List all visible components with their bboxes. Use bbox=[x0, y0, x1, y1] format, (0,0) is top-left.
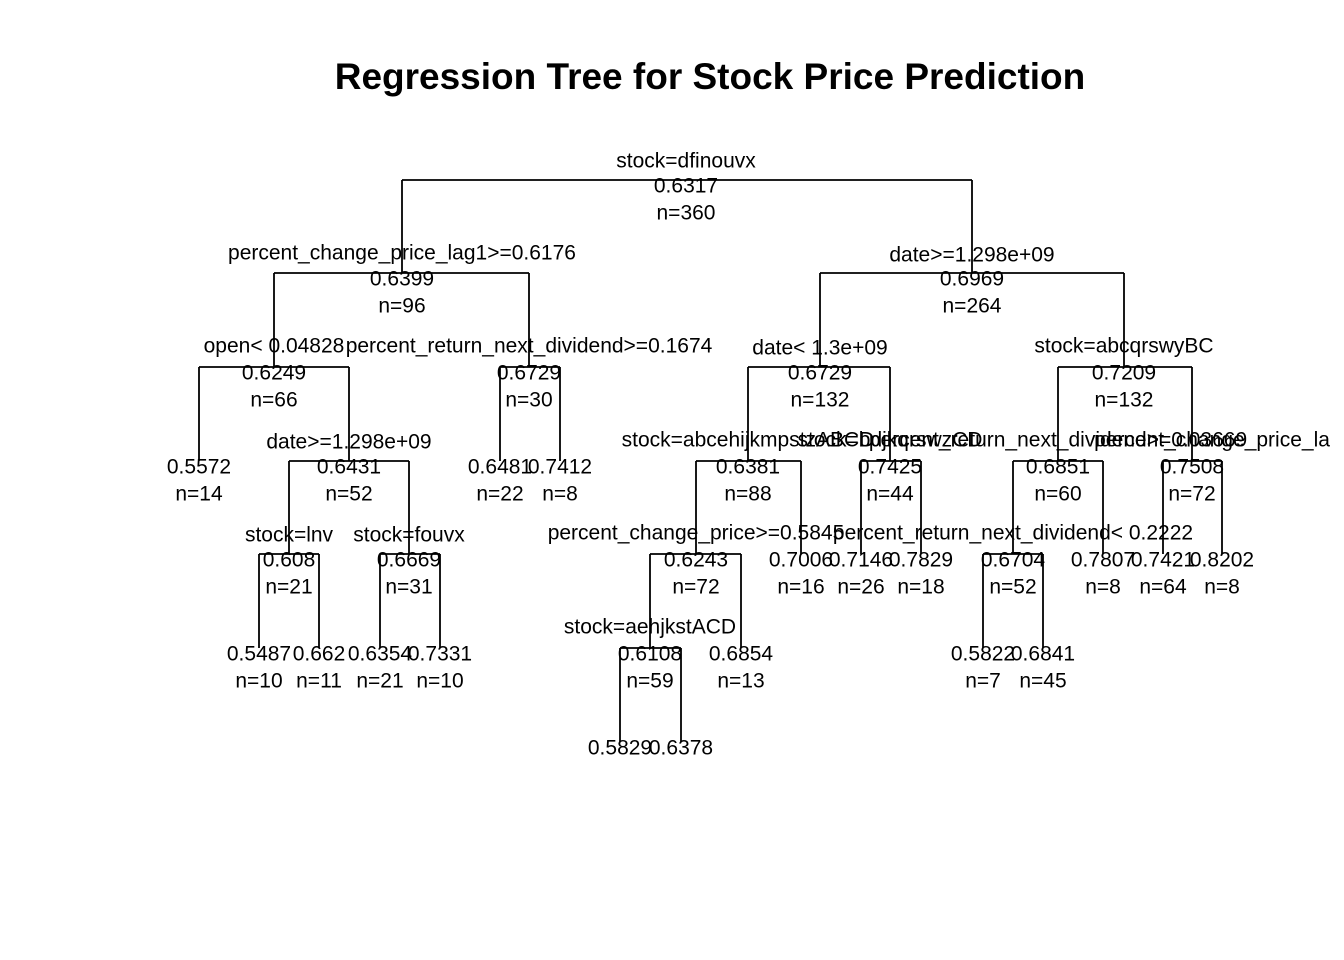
node-mean-label: 0.5822 bbox=[951, 643, 1015, 666]
node-count-label: n=7 bbox=[965, 670, 1001, 693]
node-count-label: n=52 bbox=[989, 576, 1036, 599]
node-count-label: n=22 bbox=[476, 483, 523, 506]
node-mean-label: 0.7829 bbox=[889, 549, 953, 572]
node-count-label: n=66 bbox=[250, 389, 297, 412]
node-count-label: n=21 bbox=[356, 670, 403, 693]
node-count-label: n=11 bbox=[296, 670, 342, 693]
split-label: percent_change_price>=0.5845 bbox=[548, 522, 845, 545]
node-mean-label: 0.6851 bbox=[1026, 456, 1090, 479]
node-mean-label: 0.6969 bbox=[940, 268, 1004, 291]
split-label: date< 1.3e+09 bbox=[752, 337, 887, 360]
node-mean-label: 0.6669 bbox=[377, 549, 441, 572]
node-count-label: n=60 bbox=[1034, 483, 1081, 506]
node-count-label: n=72 bbox=[672, 576, 719, 599]
split-label: date>=1.298e+09 bbox=[889, 244, 1054, 267]
node-count-label: n=64 bbox=[1139, 576, 1187, 599]
node-mean-label: 0.7331 bbox=[408, 643, 472, 666]
node-mean-label: 0.5487 bbox=[227, 643, 291, 666]
split-label: percent_change_price_la bbox=[1094, 429, 1330, 452]
node-mean-label: 0.6249 bbox=[242, 362, 306, 385]
split-label: stock=lnv bbox=[245, 524, 334, 547]
split-label: percent_return_next_dividend>=0.03669 bbox=[869, 429, 1247, 452]
node-mean-label: 0.6854 bbox=[709, 643, 774, 666]
node-mean-label: 0.7006 bbox=[769, 549, 833, 572]
split-label: percent_return_next_dividend>=0.1674 bbox=[346, 335, 713, 358]
node-count-label: n=18 bbox=[897, 576, 944, 599]
node-mean-label: 0.608 bbox=[263, 549, 316, 572]
node-mean-label: 0.6243 bbox=[664, 549, 728, 572]
node-mean-label: 0.7209 bbox=[1092, 362, 1156, 385]
node-mean-label: 0.6729 bbox=[788, 362, 852, 385]
node-mean-label: 0.8202 bbox=[1190, 549, 1254, 572]
split-label: stock=aehjkstACD bbox=[564, 616, 736, 639]
node-count-label: n=45 bbox=[1019, 670, 1066, 693]
split-label: date>=1.298e+09 bbox=[266, 431, 431, 454]
node-mean-label: 0.6729 bbox=[497, 362, 561, 385]
node-mean-label: 0.7807 bbox=[1071, 549, 1135, 572]
node-mean-label: 0.7146 bbox=[829, 549, 893, 572]
node-mean-label: 0.7421 bbox=[1131, 549, 1195, 572]
node-mean-label: 0.6481 bbox=[468, 456, 532, 479]
node-mean-label: 0.5572 bbox=[167, 456, 231, 479]
node-mean-label: 0.6317 bbox=[654, 175, 718, 198]
node-mean-label: 0.6378 bbox=[649, 737, 713, 760]
node-count-label: n=16 bbox=[777, 576, 824, 599]
node-count-label: n=21 bbox=[265, 576, 312, 599]
node-mean-label: 0.7508 bbox=[1160, 456, 1224, 479]
node-count-label: n=14 bbox=[175, 483, 223, 506]
node-count-label: n=88 bbox=[724, 483, 771, 506]
node-mean-label: 0.6381 bbox=[716, 456, 780, 479]
node-count-label: n=360 bbox=[657, 202, 716, 225]
node-mean-label: 0.6704 bbox=[981, 549, 1046, 572]
node-count-label: n=8 bbox=[1204, 576, 1240, 599]
node-mean-label: 0.7425 bbox=[858, 456, 922, 479]
node-mean-label: 0.6399 bbox=[370, 268, 434, 291]
split-label: stock=dfinouvx bbox=[616, 150, 756, 173]
split-label: stock=abcqrswyBC bbox=[1034, 335, 1213, 358]
node-count-label: n=132 bbox=[791, 389, 850, 412]
node-mean-label: 0.6354 bbox=[348, 643, 413, 666]
node-count-label: n=44 bbox=[866, 483, 914, 506]
node-count-label: n=52 bbox=[325, 483, 372, 506]
node-count-label: n=8 bbox=[542, 483, 578, 506]
node-count-label: n=96 bbox=[378, 295, 425, 318]
node-count-label: n=13 bbox=[717, 670, 764, 693]
node-count-label: n=31 bbox=[385, 576, 432, 599]
node-count-label: n=72 bbox=[1168, 483, 1215, 506]
split-label: percent_change_price_lag1>=0.6176 bbox=[228, 242, 576, 265]
node-count-label: n=8 bbox=[1085, 576, 1121, 599]
node-count-label: n=264 bbox=[943, 295, 1002, 318]
node-count-label: n=59 bbox=[626, 670, 673, 693]
node-mean-label: 0.6431 bbox=[317, 456, 381, 479]
node-mean-label: 0.6841 bbox=[1011, 643, 1075, 666]
split-label: open< 0.04828 bbox=[204, 335, 345, 358]
node-count-label: n=10 bbox=[416, 670, 463, 693]
split-label: stock=abcehijkmpstzABCD bbox=[622, 429, 875, 452]
node-mean-label: 0.662 bbox=[293, 643, 346, 666]
node-mean-label: 0.7412 bbox=[528, 456, 592, 479]
split-label: stock=bdjkqrswzCD bbox=[798, 429, 983, 452]
node-count-label: n=26 bbox=[837, 576, 884, 599]
node-mean-label: 0.5829 bbox=[588, 737, 652, 760]
split-label: stock=fouvx bbox=[353, 524, 465, 547]
node-count-label: n=10 bbox=[235, 670, 282, 693]
plot-title: Regression Tree for Stock Price Predicti… bbox=[334, 56, 1086, 97]
node-mean-label: 0.6108 bbox=[618, 643, 682, 666]
node-count-label: n=132 bbox=[1095, 389, 1154, 412]
split-label: percent_return_next_dividend< 0.2222 bbox=[833, 522, 1193, 545]
node-count-label: n=30 bbox=[505, 389, 552, 412]
